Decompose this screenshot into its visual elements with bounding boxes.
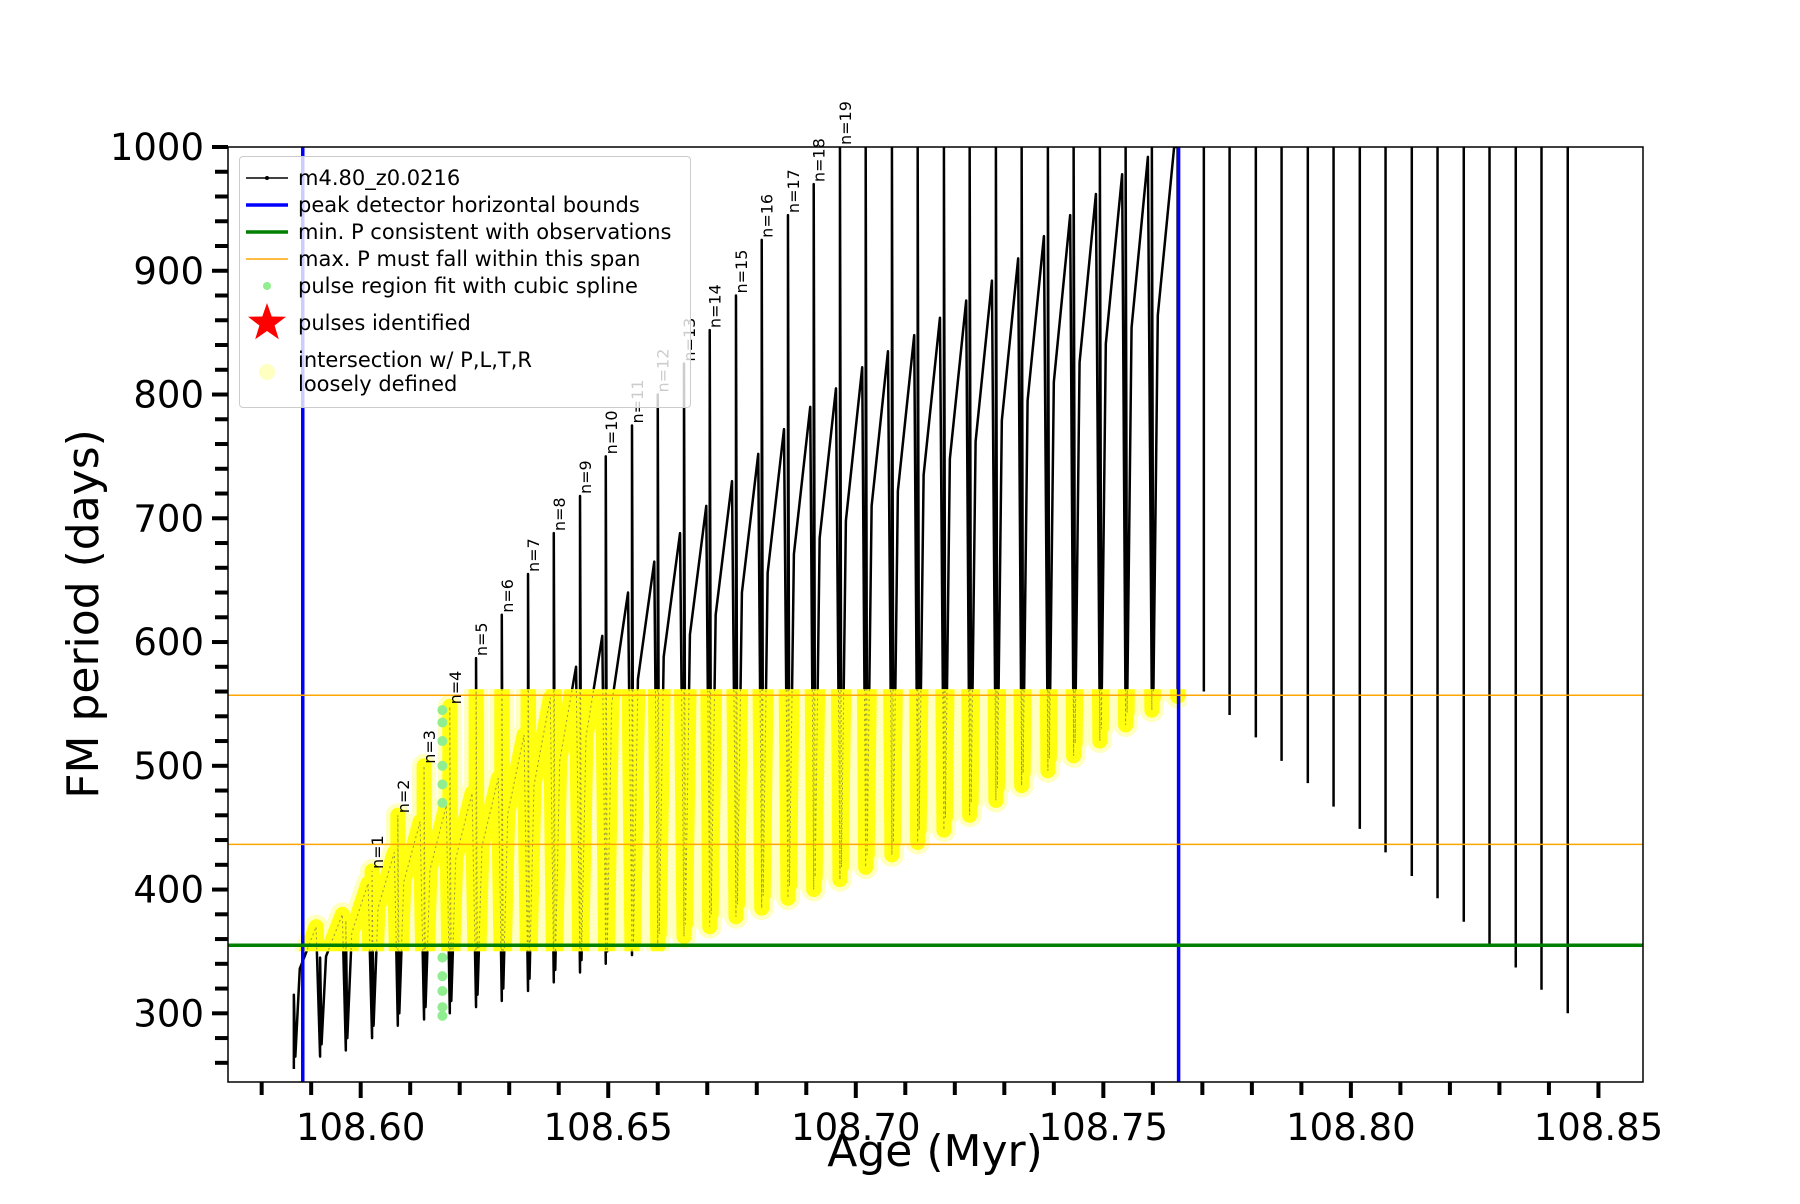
axes: 108.60 108.65 108.70 108.75 108.80 108.85 300 4… bbox=[110, 126, 1663, 1149]
spline-point bbox=[437, 797, 448, 808]
x-axis-label: Age (Myr) bbox=[827, 1126, 1043, 1177]
pulse-label: n=4 bbox=[446, 671, 465, 705]
spline-point bbox=[437, 971, 448, 982]
legend-label: intersection w/ P,L,T,R loosely defined bbox=[298, 348, 532, 396]
y-tick-label: 600 bbox=[133, 621, 204, 664]
legend-label: min. P consistent with observations bbox=[298, 220, 672, 244]
legend-item: min. P consistent with observations bbox=[240, 220, 690, 244]
pulse-label: n=3 bbox=[420, 730, 439, 764]
spline-point bbox=[437, 736, 448, 747]
legend-item: peak detector horizontal bounds bbox=[240, 193, 690, 217]
x-tick-label: 108.75 bbox=[1039, 1106, 1168, 1149]
y-tick-label: 800 bbox=[133, 374, 204, 417]
legend-icon bbox=[246, 203, 288, 207]
y-tick-label: 300 bbox=[133, 992, 204, 1035]
legend-item: pulses identified bbox=[240, 301, 690, 345]
pulse-label: n=2 bbox=[394, 780, 413, 814]
pulse-label: n=10 bbox=[602, 410, 621, 454]
pulse-label: n=8 bbox=[550, 497, 569, 531]
y-tick-label: 900 bbox=[133, 250, 204, 293]
pulse-label: n=5 bbox=[472, 622, 491, 656]
spline-point bbox=[437, 717, 448, 728]
legend-item: intersection w/ P,L,T,R loosely defined bbox=[240, 348, 690, 396]
legend-dot bbox=[265, 176, 269, 180]
legend-icon bbox=[246, 258, 288, 260]
legend-label: pulse region fit with cubic spline bbox=[298, 274, 638, 298]
x-tick-label: 108.80 bbox=[1286, 1106, 1415, 1149]
x-tick-label: 108.70 bbox=[791, 1106, 920, 1149]
y-tick-label: 700 bbox=[133, 497, 204, 540]
legend-item: m4.80_z0.0216 bbox=[240, 166, 690, 190]
pulse-label: n=18 bbox=[810, 138, 829, 182]
spline-point bbox=[437, 986, 448, 997]
x-tick-label: 108.60 bbox=[296, 1106, 425, 1149]
x-tick-label: 108.65 bbox=[544, 1106, 673, 1149]
pulse-label: n=15 bbox=[732, 250, 751, 294]
legend-label: m4.80_z0.0216 bbox=[298, 166, 461, 190]
spline-point bbox=[437, 952, 448, 963]
pulse-label: n=1 bbox=[368, 835, 387, 869]
spline-point bbox=[437, 779, 448, 790]
legend-item: max. P must fall within this span bbox=[240, 247, 690, 271]
legend-icon bbox=[246, 230, 288, 234]
y-tick-label: 1000 bbox=[110, 126, 204, 169]
legend-label: pulses identified bbox=[298, 311, 471, 335]
legend-label: max. P must fall within this span bbox=[298, 247, 641, 271]
spline-point bbox=[437, 1010, 448, 1021]
legend-item: pulse region fit with cubic spline bbox=[240, 274, 690, 298]
pulse-label: n=17 bbox=[784, 169, 803, 213]
data-line bbox=[292, 147, 1569, 1070]
legend-label: peak detector horizontal bounds bbox=[298, 193, 640, 217]
legend-icon bbox=[259, 364, 275, 380]
y-tick-label: 500 bbox=[133, 745, 204, 788]
legend-icon bbox=[246, 176, 288, 180]
pulse-label: n=9 bbox=[576, 460, 595, 494]
legend-icon bbox=[263, 282, 271, 290]
legend-halo bbox=[259, 364, 275, 380]
legend-icon bbox=[248, 303, 286, 340]
spline-point bbox=[437, 1002, 448, 1013]
y-tick-label: 400 bbox=[133, 869, 204, 912]
y-axis-label: FM period (days) bbox=[58, 429, 109, 799]
pulse-label: n=14 bbox=[706, 284, 725, 328]
spline-point bbox=[437, 760, 448, 771]
pulse-label: n=19 bbox=[836, 101, 855, 145]
pulse-label: n=7 bbox=[524, 538, 543, 572]
spline-point bbox=[437, 705, 448, 716]
legend-dot bbox=[263, 282, 271, 290]
pulse-label: n=16 bbox=[758, 194, 777, 238]
legend-star bbox=[248, 303, 286, 340]
pulse-label: n=6 bbox=[498, 579, 517, 613]
x-tick-label: 108.85 bbox=[1534, 1106, 1663, 1149]
plot-frame bbox=[227, 146, 1644, 1083]
